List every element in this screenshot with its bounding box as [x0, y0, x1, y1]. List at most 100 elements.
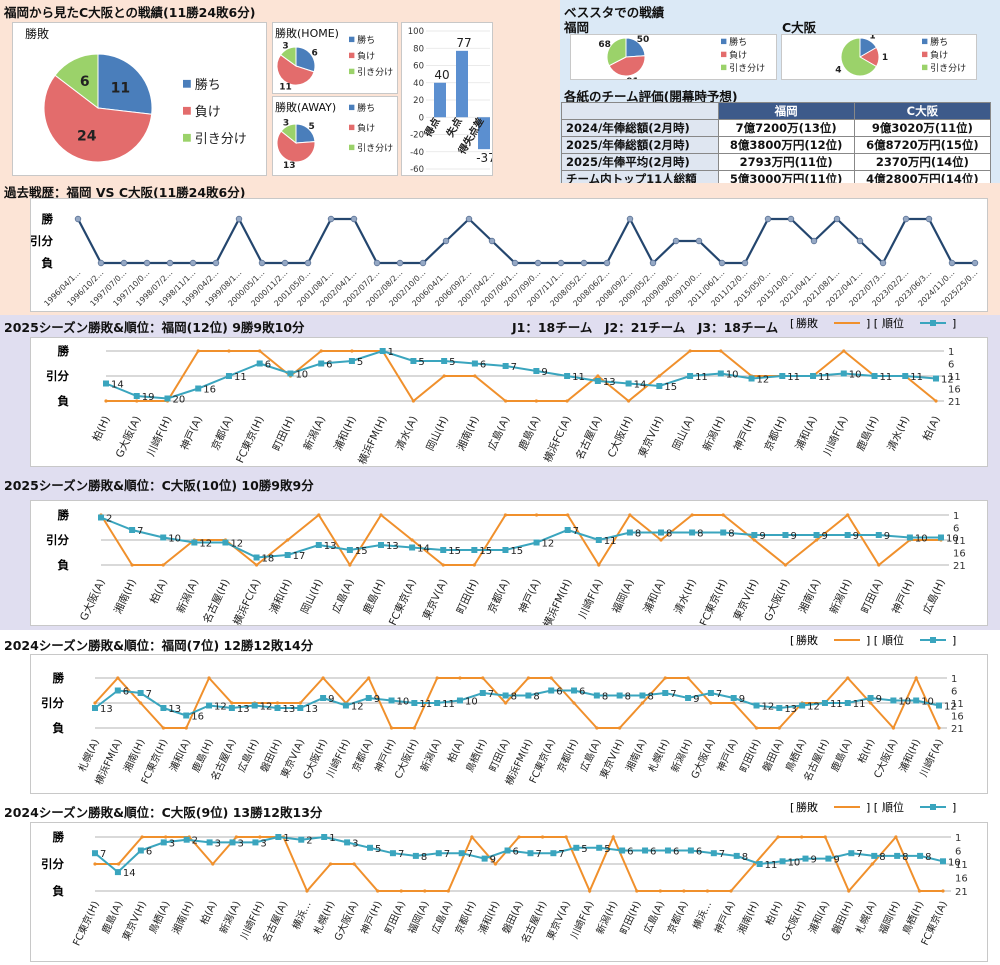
- chart3-rank-value: 9: [328, 694, 334, 705]
- chart3-result-point: [572, 701, 576, 705]
- away-pie-legend-swatch: [349, 144, 355, 151]
- chart1-result-point: [626, 399, 631, 403]
- chart4-x-label: 町田(A): [383, 900, 408, 936]
- chart3-result-point: [275, 701, 280, 705]
- chart3-result-point: [686, 676, 690, 680]
- away-pie-slice: [280, 123, 297, 145]
- home-pie-panel: 勝敗(HOME) 6 11 3 勝ち 負け 引き分け: [272, 22, 398, 94]
- chart4-x-label: 広島(A): [641, 899, 667, 936]
- chart3-rank-point: [206, 702, 213, 709]
- bar-tick-label: 20: [413, 96, 424, 106]
- chart3-y-label: 勝: [53, 671, 65, 685]
- chart2-rank-tick: 6: [953, 524, 959, 535]
- chart2-rank-value: 18: [262, 554, 275, 565]
- besta-fuk-pie-legend-label: 勝ち: [729, 36, 747, 48]
- chart1-legend: [勝敗] [順位]: [790, 316, 956, 330]
- chart4-rank-point: [229, 839, 236, 846]
- eval-row: 2025/年俸平均(2月時) 2793万円(11位) 2370万円(14位): [561, 153, 992, 171]
- chart1-panel: 勝引分負 1 6 11 16 21 14 19 20 16 11 6 10 6 5 1 5 5 6 7 9 11 13 14 1…: [30, 337, 988, 467]
- history-section: 過去戦歴：福岡 VS C大阪(11勝24敗6分) 勝引分負 1996/04/1… 1…: [0, 183, 1000, 315]
- chart4-result-point: [399, 889, 403, 893]
- chart1-result-point: [657, 374, 661, 378]
- chart4-rank-value: 6: [673, 847, 679, 858]
- home-pie-legend-swatch: [349, 52, 355, 59]
- chart4-x-label: 福岡(A): [405, 899, 431, 936]
- chart2-rank-value: 10: [168, 534, 181, 545]
- chart3-result-point: [207, 676, 211, 680]
- chart1-result-point: [565, 399, 569, 403]
- chart3-result-point: [116, 676, 120, 680]
- chart2-rank-value: 14: [417, 544, 430, 555]
- chart3-rank-point: [799, 702, 806, 709]
- chart4-rank-value: 2: [192, 836, 198, 847]
- chart4-result-point: [211, 862, 215, 866]
- bar-value-label: -37: [476, 151, 492, 165]
- home-pie-legend-swatch: [349, 36, 355, 43]
- history-panel: 勝引分負 1996/04/1… 1996/10/2… 1997/07/0… 1997/1…: [30, 198, 988, 312]
- chart3-result-point: [526, 676, 531, 680]
- besta-fuk-pie-slice-label: 91: [626, 77, 639, 79]
- chart2-panel: 勝引分負 1 6 11 16 21 2 7 10 12 12 18 17 13 15 13 14 15 15 15 12…: [30, 500, 988, 626]
- chart1-rank-point: [225, 373, 232, 379]
- chart3-rank-value: 12: [762, 702, 775, 713]
- chart1-rank-value: 16: [203, 385, 216, 396]
- chart2-x-label: 湘南(H): [111, 577, 138, 616]
- main-pie-panel: 勝敗 11 24 6 勝ち 負け 引き分け: [12, 22, 267, 176]
- chart2-rank-point: [533, 539, 540, 546]
- chart4-rank-value: 5: [604, 844, 610, 855]
- chart4-x-label: 京都(A): [664, 899, 690, 936]
- chart2-rank-tick: 11: [953, 536, 966, 547]
- chart4-rank-value: 6: [513, 847, 519, 858]
- chart3-rank-point: [639, 692, 646, 699]
- chart4-rank-point: [940, 858, 946, 865]
- chart4-rank-point: [137, 847, 144, 854]
- history-chart: 勝引分負1996/04/1…1996/10/2…1997/07/0…1997/1…: [31, 212, 979, 308]
- chart1-x-label: 横浜FM(H): [356, 414, 390, 466]
- chart3-rank-point: [274, 705, 281, 711]
- chart3-rank-point: [867, 695, 874, 701]
- chart1-rank-value: 11: [234, 372, 247, 383]
- history-point: [879, 259, 887, 267]
- history-point: [534, 259, 542, 267]
- chart1-result-point: [442, 374, 446, 378]
- chart1-rank-value: 6: [480, 360, 486, 371]
- chart4-rank-point: [779, 858, 786, 865]
- chart3-x-label: 京都(H): [554, 737, 581, 775]
- chart3-rank-point: [913, 697, 920, 704]
- chart3-legend: [勝敗] [順位]: [790, 633, 956, 647]
- away-pie-title: 勝敗(AWAY): [275, 101, 337, 114]
- history-y-label: 引分: [31, 234, 53, 248]
- chart2-rank-point: [906, 534, 913, 541]
- chart1-result-point: [135, 399, 139, 403]
- history-point: [373, 259, 381, 267]
- chart3-rank-value: 8: [602, 692, 608, 703]
- history-point: [304, 259, 312, 267]
- main-pie-slice-label: 11: [111, 81, 130, 97]
- history-point: [718, 259, 726, 267]
- legend-rank-marker: [930, 804, 936, 810]
- chart2-x-label: 川崎F(A): [576, 577, 606, 621]
- chart2-result-point: [752, 538, 756, 542]
- besta-fuk-pie-slice: [608, 55, 646, 77]
- chart3-x-label: 新潟(A): [417, 737, 443, 774]
- chart4-rank-point: [848, 850, 855, 857]
- chart1-y-label: 負: [58, 394, 70, 408]
- chart4-result-point: [140, 835, 144, 839]
- chart4-result-point: [352, 862, 356, 866]
- history-point: [902, 215, 910, 223]
- chart3-rank-value: 9: [739, 694, 745, 705]
- chart3-rank-point: [753, 702, 760, 709]
- history-point: [741, 259, 749, 267]
- bar: [478, 117, 490, 150]
- chart1-rank-value: 10: [849, 370, 862, 381]
- chart1-x-label: G大阪(A): [113, 414, 144, 460]
- eval-title: 各紙のチーム評価(開幕時予想): [564, 89, 738, 104]
- besta-osaka-pie-slice: [840, 37, 878, 77]
- bar-tick-label: -20: [410, 131, 424, 141]
- chart4-rank-point: [160, 839, 167, 846]
- chart3-rank-value: 6: [579, 687, 585, 698]
- chart2-result-point: [628, 513, 632, 517]
- chart2-result-point: [566, 513, 570, 517]
- chart2-rank-value: 7: [137, 526, 143, 537]
